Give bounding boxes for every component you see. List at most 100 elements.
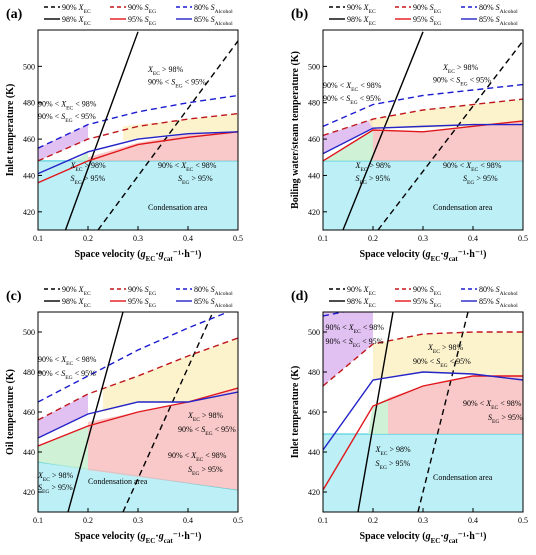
- y-tick-label: 500: [308, 62, 320, 71]
- region-annotation: XEC > 98%: [427, 343, 464, 355]
- legend-label: 90% SEG: [413, 3, 441, 15]
- condensation-area: [323, 160, 523, 230]
- y-tick-label: 420: [23, 208, 35, 217]
- legend-label: 95% SEG: [413, 15, 441, 27]
- legend-label: 98% XEC: [62, 15, 91, 27]
- chart-panel: 90% < XEC < 98% 90% < SEG < 95% XEC > 98% 9…: [5, 285, 243, 545]
- legend-label: 80% SAlcohol: [194, 3, 233, 15]
- series-line: [38, 312, 230, 403]
- series-line: [122, 312, 214, 512]
- legend-label: 90% SEG: [128, 285, 156, 297]
- legend: 90% XEC 90% SEG 80% SAlcohol 98% XEC 95% SEG…: [44, 3, 233, 27]
- x-tick-label: 0.4: [183, 516, 193, 525]
- operating-region: [373, 120, 523, 161]
- legend-label: 98% XEC: [347, 15, 376, 27]
- legend: 90% XEC 90% SEG 80% SAlcohol 98% XEC 95% SEG…: [329, 3, 518, 27]
- region-annotation: 90% < SEG < 95%: [323, 94, 381, 106]
- panel-label: (a): [6, 7, 23, 22]
- region-annotation: XEC > 98%: [70, 161, 107, 173]
- panel-label: (c): [6, 289, 22, 304]
- region-annotation: 90% < SEG < 95%: [433, 76, 491, 88]
- legend-label: 85% SAlcohol: [194, 15, 233, 27]
- operating-region: [368, 99, 523, 129]
- legend-label: 85% SAlcohol: [194, 297, 233, 309]
- series-line: [323, 371, 523, 451]
- region-annotation: Condensation area: [433, 473, 493, 482]
- y-tick-label: 480: [23, 368, 35, 377]
- y-tick-label: 420: [308, 208, 320, 217]
- y-tick-label: 420: [23, 488, 35, 497]
- region-annotation: XEC > 98%: [147, 65, 184, 77]
- x-tick-label: 0.1: [33, 516, 43, 525]
- x-axis-label: Space velocity (gEC·gcat⁻¹·h⁻¹): [360, 249, 487, 263]
- x-tick-label: 0.5: [518, 516, 528, 525]
- chart-panel: 90% < XEC < 98% 90% < SEG < 95% XEC > 98% 9…: [290, 285, 528, 545]
- region-annotation: SEG > 95%: [463, 174, 498, 186]
- y-tick-label: 460: [308, 408, 320, 417]
- legend-label: 90% XEC: [62, 285, 91, 297]
- x-tick-label: 0.5: [518, 234, 528, 243]
- region-annotation: Condensation area: [148, 203, 208, 212]
- operating-region: [323, 119, 373, 154]
- chart-panel: XEC > 98%90% < SEG < 95%90% < XEC < 98%9…: [5, 3, 243, 263]
- operating-region: [373, 332, 523, 380]
- x-tick-label: 0.3: [418, 234, 428, 243]
- x-tick-label: 0.3: [133, 234, 143, 243]
- x-tick-label: 0.5: [233, 516, 243, 525]
- operating-region: [38, 124, 88, 161]
- region-annotation: 90% < SEG < 95%: [38, 112, 96, 124]
- legend-label: 80% SAlcohol: [194, 285, 233, 297]
- x-tick-label: 0.2: [83, 516, 93, 525]
- operating-region: [323, 312, 373, 386]
- operating-region: [38, 394, 88, 438]
- series-line: [323, 331, 523, 387]
- legend-label: 80% SAlcohol: [479, 285, 518, 297]
- x-tick-label: 0.4: [468, 234, 478, 243]
- legend-label: 98% XEC: [347, 297, 376, 309]
- legend-label: 90% XEC: [347, 285, 376, 297]
- y-tick-label: 480: [23, 99, 35, 108]
- plot-area: [323, 31, 523, 230]
- region-annotation: XEC > 98%: [355, 161, 392, 173]
- region-annotation: SEG > 95%: [488, 413, 523, 425]
- legend-label: 85% SAlcohol: [479, 297, 518, 309]
- series-line: [64, 31, 139, 230]
- x-tick-label: 0.4: [183, 234, 193, 243]
- region-annotation: XEC > 98%: [442, 63, 479, 75]
- panel-label: (b): [291, 7, 308, 22]
- operating-region: [88, 388, 238, 490]
- y-tick-label: 500: [308, 328, 320, 337]
- x-tick-label: 0.1: [318, 516, 328, 525]
- region-annotation: 90% < XEC < 98%: [38, 355, 97, 367]
- y-axis-label: Inlet temperature (K): [290, 366, 301, 459]
- region-annotation: XEC > 98%: [37, 471, 74, 483]
- plot-area: [38, 312, 238, 512]
- series-line: [323, 83, 523, 128]
- region-annotation: XEC > 98%: [187, 411, 224, 423]
- y-tick-label: 440: [23, 448, 35, 457]
- region-annotation: 90% < SEG < 95%: [148, 78, 206, 90]
- y-tick-label: 500: [23, 62, 35, 71]
- region-annotation: SEG > 95%: [376, 459, 411, 471]
- x-tick-label: 0.1: [318, 234, 328, 243]
- condensation-area: [323, 434, 523, 512]
- legend-label: 95% SEG: [128, 297, 156, 309]
- series-line: [38, 131, 238, 184]
- y-tick-label: 440: [308, 448, 320, 457]
- y-tick-label: 480: [308, 368, 320, 377]
- region-annotation: 90% < XEC < 98%: [38, 99, 97, 111]
- x-axis-label: Space velocity (gEC·gcat⁻¹·h⁻¹): [75, 249, 202, 263]
- region-annotation: 90% < SEG < 95%: [178, 425, 236, 437]
- region-annotation: SEG > 95%: [188, 465, 223, 477]
- legend-label: 90% SEG: [413, 285, 441, 297]
- region-annotation: SEG > 95%: [71, 174, 106, 186]
- x-tick-label: 0.3: [133, 516, 143, 525]
- operating-region: [388, 376, 523, 434]
- region-annotation: SEG > 95%: [38, 483, 73, 495]
- y-tick-label: 460: [23, 408, 35, 417]
- x-tick-label: 0.2: [83, 234, 93, 243]
- region-annotation: 90% < SEG < 95%: [413, 357, 471, 369]
- series-line: [38, 337, 238, 421]
